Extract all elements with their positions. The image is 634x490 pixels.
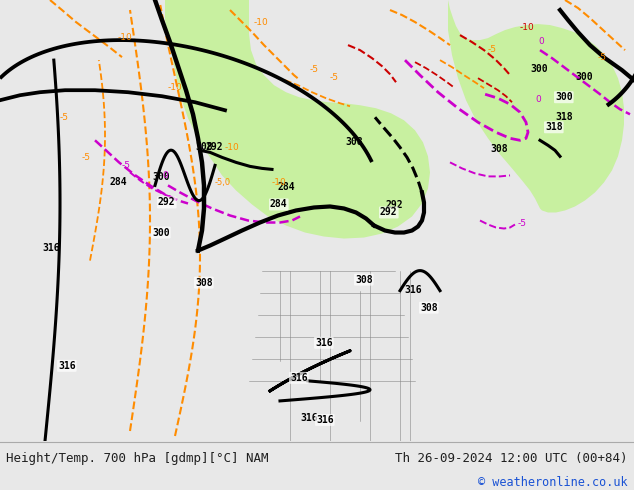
Text: 0: 0 xyxy=(535,95,541,104)
Text: 300: 300 xyxy=(152,172,170,182)
Text: 316: 316 xyxy=(404,285,422,294)
Text: -10: -10 xyxy=(254,18,269,27)
Text: 308: 308 xyxy=(195,278,212,288)
Text: 300: 300 xyxy=(555,92,573,102)
Text: 300: 300 xyxy=(530,64,548,74)
Text: 0: 0 xyxy=(538,37,544,46)
Text: -10: -10 xyxy=(520,23,534,32)
Text: -10: -10 xyxy=(603,0,618,2)
Text: -5: -5 xyxy=(60,113,69,122)
Text: 308: 308 xyxy=(420,303,437,313)
Text: -5: -5 xyxy=(488,45,497,54)
Text: -5: -5 xyxy=(82,153,91,162)
Text: 318: 318 xyxy=(545,122,562,132)
Polygon shape xyxy=(448,0,624,213)
Text: 300: 300 xyxy=(575,72,593,82)
Text: 316: 316 xyxy=(42,243,60,252)
Text: 316: 316 xyxy=(300,413,318,423)
Text: -5: -5 xyxy=(518,219,527,227)
Text: 284: 284 xyxy=(110,177,127,187)
Text: 318: 318 xyxy=(555,112,573,122)
Text: 308: 308 xyxy=(490,145,508,154)
Text: © weatheronline.co.uk: © weatheronline.co.uk xyxy=(478,476,628,489)
Text: 292: 292 xyxy=(158,197,176,207)
Text: 316: 316 xyxy=(315,338,333,348)
Text: -5: -5 xyxy=(122,161,131,171)
Text: 308: 308 xyxy=(345,137,363,147)
Text: -10: -10 xyxy=(118,33,133,42)
Text: -10: -10 xyxy=(448,0,463,2)
Text: 292: 292 xyxy=(385,200,403,211)
Text: -10: -10 xyxy=(225,144,240,152)
Text: 292: 292 xyxy=(380,207,398,218)
Text: -10: -10 xyxy=(168,83,183,92)
Text: 316: 316 xyxy=(58,361,75,371)
Text: -10: -10 xyxy=(272,178,287,187)
Text: 0: 0 xyxy=(162,172,168,180)
Text: -5: -5 xyxy=(598,53,607,62)
Text: 308: 308 xyxy=(195,142,212,152)
Polygon shape xyxy=(165,0,430,239)
Text: Height/Temp. 700 hPa [gdmp][°C] NAM: Height/Temp. 700 hPa [gdmp][°C] NAM xyxy=(6,452,269,465)
Text: -5: -5 xyxy=(330,73,339,82)
Text: 316: 316 xyxy=(316,415,333,425)
Text: 284: 284 xyxy=(278,182,295,193)
Text: 284: 284 xyxy=(270,199,288,209)
Text: -5: -5 xyxy=(310,65,319,74)
Text: 292: 292 xyxy=(205,142,223,152)
Text: -5,0: -5,0 xyxy=(215,178,231,187)
Text: 300: 300 xyxy=(152,227,170,238)
Text: 316: 316 xyxy=(290,373,307,383)
Text: 308: 308 xyxy=(355,274,373,285)
Text: Th 26-09-2024 12:00 UTC (00+84): Th 26-09-2024 12:00 UTC (00+84) xyxy=(395,452,628,465)
